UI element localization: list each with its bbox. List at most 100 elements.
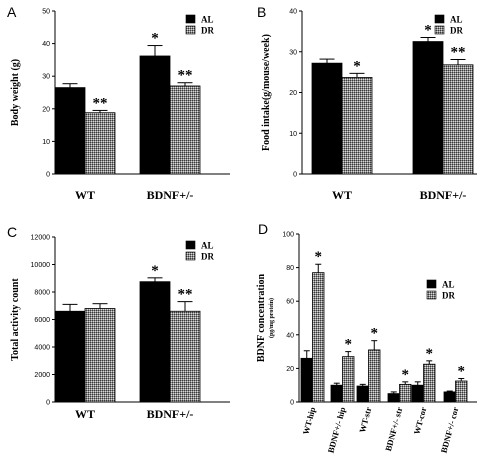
y-tick-label: 20 [286, 366, 294, 373]
y-tick-label: 12000 [31, 235, 51, 242]
significance-mark: * [426, 346, 434, 362]
y-tick-label: 6000 [34, 317, 50, 324]
x-tick-label: WT [332, 188, 352, 202]
significance-mark: * [458, 363, 466, 379]
bar-al [311, 62, 343, 175]
y-axis-label: BDNF concentration [256, 273, 267, 362]
bar-al [300, 357, 313, 403]
bar-dr [399, 383, 412, 403]
legend-label: DR [201, 252, 214, 262]
bar-dr [169, 310, 201, 403]
x-tick-label: WT-str [357, 406, 373, 434]
chart-panel-C: C 0 2000 4000 6000 8000 10000 12000 Total activi… [7, 224, 230, 421]
bar-al [443, 391, 456, 403]
bar-al [412, 41, 444, 175]
significance-mark: ** [178, 287, 193, 303]
bar-al [330, 384, 343, 403]
significance-mark: * [371, 326, 379, 342]
bar-dr [341, 77, 373, 175]
legend-label: DR [442, 291, 455, 301]
y-tick-label: 8000 [34, 290, 50, 297]
bar-al [411, 384, 424, 403]
legend-swatch-al [434, 14, 445, 24]
y-tick-label: 40 [289, 9, 297, 16]
y-tick-label: 10 [289, 131, 297, 138]
panel-label: A [7, 4, 17, 20]
bar-dr [84, 308, 116, 403]
x-tick-label: BDNF+/- [420, 188, 467, 202]
y-tick-label: 80 [286, 265, 294, 272]
legend-swatch-al [185, 240, 196, 250]
chart-panel-D: D 0 20 40 60 80 100 BDNF concentration (pg/mg pr… [256, 221, 477, 454]
significance-mark: * [353, 58, 361, 74]
legend-label: DR [201, 26, 214, 36]
bar-al [54, 310, 86, 403]
significance-mark: * [424, 22, 432, 38]
y-tick-label: 20 [289, 90, 297, 97]
y-tick-label: 2000 [34, 372, 50, 379]
legend-label: AL [201, 241, 214, 251]
bar-dr [84, 112, 116, 175]
bar-dr [442, 64, 474, 175]
significance-mark: * [151, 263, 159, 279]
bar-dr [455, 380, 468, 403]
legend-label: DR [450, 26, 463, 36]
legend-swatch-dr [185, 251, 196, 261]
x-tick-label: WT [75, 188, 95, 202]
legend-label: AL [450, 15, 463, 25]
legend-swatch-al [426, 279, 437, 289]
bar-al [139, 281, 171, 403]
y-axis-label: Body weight (g) [10, 59, 21, 126]
y-axis-label: Food intake(g/mouse/week) [261, 34, 272, 151]
y-tick-label: 0 [290, 400, 294, 407]
bar-dr [423, 363, 436, 403]
y-tick-label: 30 [42, 74, 50, 81]
bar-al [387, 393, 400, 403]
bar-al [356, 385, 369, 403]
x-tick-label: WT [75, 407, 95, 421]
y-axis-label: Total activity count [10, 278, 21, 361]
panel-label: D [258, 221, 268, 237]
panel-label: C [7, 224, 17, 240]
bar-al [54, 87, 86, 175]
legend-swatch-dr [185, 25, 196, 35]
bar-dr [368, 349, 381, 403]
y-tick-label: 60 [286, 299, 294, 306]
y-tick-label: 40 [42, 41, 50, 48]
y-tick-label: 30 [289, 49, 297, 56]
x-tick-label: BDNF+/- cor [439, 406, 461, 454]
significance-mark: ** [178, 68, 193, 84]
x-tick-label: WT-cor [412, 406, 429, 436]
bar-dr [342, 356, 355, 403]
y-tick-label: 0 [46, 400, 50, 407]
bar-al [139, 55, 171, 175]
panel-label: B [257, 4, 266, 20]
y-tick-label: 10 [42, 139, 50, 146]
x-tick-label: WT-hip [301, 406, 318, 436]
y-tick-label: 100 [282, 232, 294, 239]
y-axis-sublabel: (pg/mg protein) [268, 298, 275, 338]
significance-mark: * [402, 367, 410, 383]
significance-mark: ** [451, 44, 466, 60]
y-tick-label: 0 [293, 172, 297, 179]
legend-label: AL [201, 15, 214, 25]
y-tick-label: 50 [42, 9, 50, 16]
x-tick-label: BDNF+/- [147, 407, 194, 421]
legend-label: AL [442, 280, 455, 290]
x-tick-label: BDNF+/- [147, 188, 194, 202]
x-tick-label: BDNF+/- hip [326, 406, 348, 454]
y-tick-label: 40 [286, 332, 294, 339]
x-tick-label: BDNF+/- str [383, 406, 404, 452]
y-tick-label: 20 [42, 106, 50, 113]
significance-mark: * [315, 249, 323, 265]
legend-swatch-al [185, 14, 196, 24]
y-tick-label: 4000 [34, 345, 50, 352]
bar-dr [312, 272, 325, 403]
bar-dr [169, 85, 201, 175]
